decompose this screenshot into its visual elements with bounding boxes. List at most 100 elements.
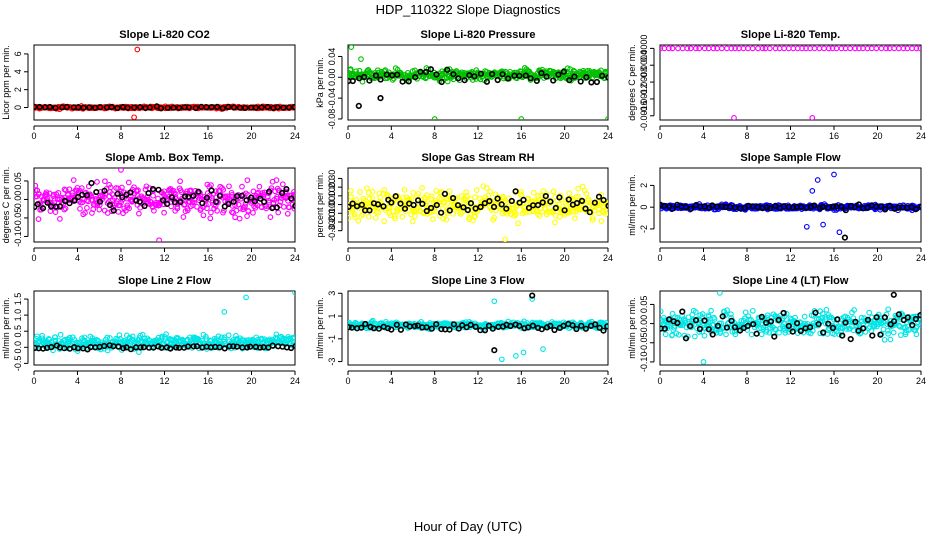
data-point xyxy=(541,205,548,212)
data-point xyxy=(728,314,734,321)
x-tick-label: 20 xyxy=(872,376,882,386)
data-point xyxy=(118,168,124,173)
data-point xyxy=(547,322,554,330)
data-point xyxy=(582,325,590,332)
y-tick-label: 1.0 xyxy=(13,309,23,322)
data-point xyxy=(43,191,50,198)
data-point xyxy=(731,324,739,331)
data-point xyxy=(851,307,857,313)
data-point xyxy=(783,311,790,317)
data-point xyxy=(700,359,707,365)
x-tick-label: 12 xyxy=(473,376,483,386)
series-hourly xyxy=(348,292,608,354)
data-point xyxy=(200,212,207,219)
data-point xyxy=(357,189,363,195)
data-point xyxy=(505,75,512,82)
y-tick-label: 0.10 xyxy=(327,187,337,205)
data-point xyxy=(185,343,192,350)
data-point xyxy=(556,213,563,220)
data-point xyxy=(55,190,62,196)
x-tick-label: 16 xyxy=(516,253,526,263)
x-tick-label: 4 xyxy=(389,376,394,386)
data-point xyxy=(136,198,143,205)
data-point xyxy=(444,78,451,85)
data-point xyxy=(855,201,863,208)
chart-panel-3: Slope Li-820 Temp.0 4 8 12 16 20 24-0.0016-0.0… xyxy=(627,29,926,141)
data-point xyxy=(811,45,818,52)
x-tick-label: 20 xyxy=(246,253,256,263)
data-point xyxy=(701,45,708,52)
data-point xyxy=(221,309,228,315)
data-point xyxy=(538,326,545,333)
data-point xyxy=(411,323,418,330)
data-point xyxy=(486,198,493,205)
data-point xyxy=(203,194,210,201)
data-point xyxy=(106,201,113,209)
y-tick-label: 0.00 xyxy=(327,196,337,214)
data-point xyxy=(377,94,384,102)
data-point xyxy=(723,331,729,338)
data-point xyxy=(160,197,167,204)
data-point xyxy=(238,192,245,199)
data-point xyxy=(807,203,815,210)
x-tick-label: 8 xyxy=(118,376,123,386)
data-point xyxy=(573,325,580,333)
data-point xyxy=(57,331,64,338)
data-point xyxy=(485,322,493,329)
data-point xyxy=(57,216,63,222)
x-tick-label: 24 xyxy=(603,131,613,141)
data-point xyxy=(208,182,214,188)
series-hourly xyxy=(660,291,921,343)
y-tick-label: -2 xyxy=(639,225,649,233)
data-point xyxy=(491,214,497,221)
y-tick-label: -0.08 xyxy=(327,109,337,130)
data-point xyxy=(221,345,228,352)
x-tick-label: 12 xyxy=(159,131,169,141)
data-point xyxy=(101,342,108,350)
y-tick-label: -0.0008 xyxy=(639,67,649,98)
x-tick-label: 8 xyxy=(432,253,437,263)
y-tick-label: -0.0004 xyxy=(639,50,649,81)
data-point xyxy=(63,345,70,352)
data-point xyxy=(275,209,282,216)
data-point xyxy=(864,316,872,324)
data-point xyxy=(463,189,469,196)
data-point xyxy=(365,213,372,220)
series-hourly xyxy=(348,188,608,216)
data-point xyxy=(129,333,136,340)
data-point xyxy=(412,74,419,81)
data-point xyxy=(232,214,238,221)
data-point xyxy=(157,105,165,112)
data-point xyxy=(502,236,508,242)
data-point xyxy=(696,325,704,333)
panel-title: Slope Sample Flow xyxy=(740,152,841,164)
series-all xyxy=(348,183,608,242)
panel-title: Slope Line 3 Flow xyxy=(432,275,525,287)
data-point xyxy=(767,318,775,325)
data-point xyxy=(288,193,294,199)
data-point xyxy=(125,179,132,186)
data-point xyxy=(516,72,523,79)
data-point xyxy=(823,306,830,313)
data-point xyxy=(58,194,64,201)
data-point xyxy=(464,193,470,199)
data-point xyxy=(155,334,162,341)
data-point xyxy=(724,307,730,314)
data-point xyxy=(887,336,894,343)
data-point xyxy=(184,207,191,214)
data-point xyxy=(110,207,117,214)
data-point xyxy=(82,210,88,216)
data-point xyxy=(63,103,70,111)
data-point xyxy=(897,332,904,338)
data-point xyxy=(522,72,529,79)
data-point xyxy=(52,337,59,344)
data-point xyxy=(443,216,450,223)
data-point xyxy=(388,199,395,206)
data-point xyxy=(279,189,286,197)
data-point xyxy=(473,187,480,193)
data-point xyxy=(167,345,174,352)
data-point xyxy=(419,200,426,207)
data-point xyxy=(793,320,801,327)
data-point xyxy=(547,198,554,205)
data-point xyxy=(556,201,562,208)
